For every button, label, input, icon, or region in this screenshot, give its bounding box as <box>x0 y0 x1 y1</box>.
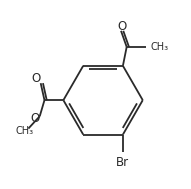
Text: CH₃: CH₃ <box>150 42 168 52</box>
Text: Br: Br <box>116 156 129 169</box>
Text: O: O <box>117 20 127 33</box>
Text: O: O <box>31 72 41 85</box>
Text: O: O <box>30 112 40 125</box>
Text: CH₃: CH₃ <box>16 126 34 136</box>
